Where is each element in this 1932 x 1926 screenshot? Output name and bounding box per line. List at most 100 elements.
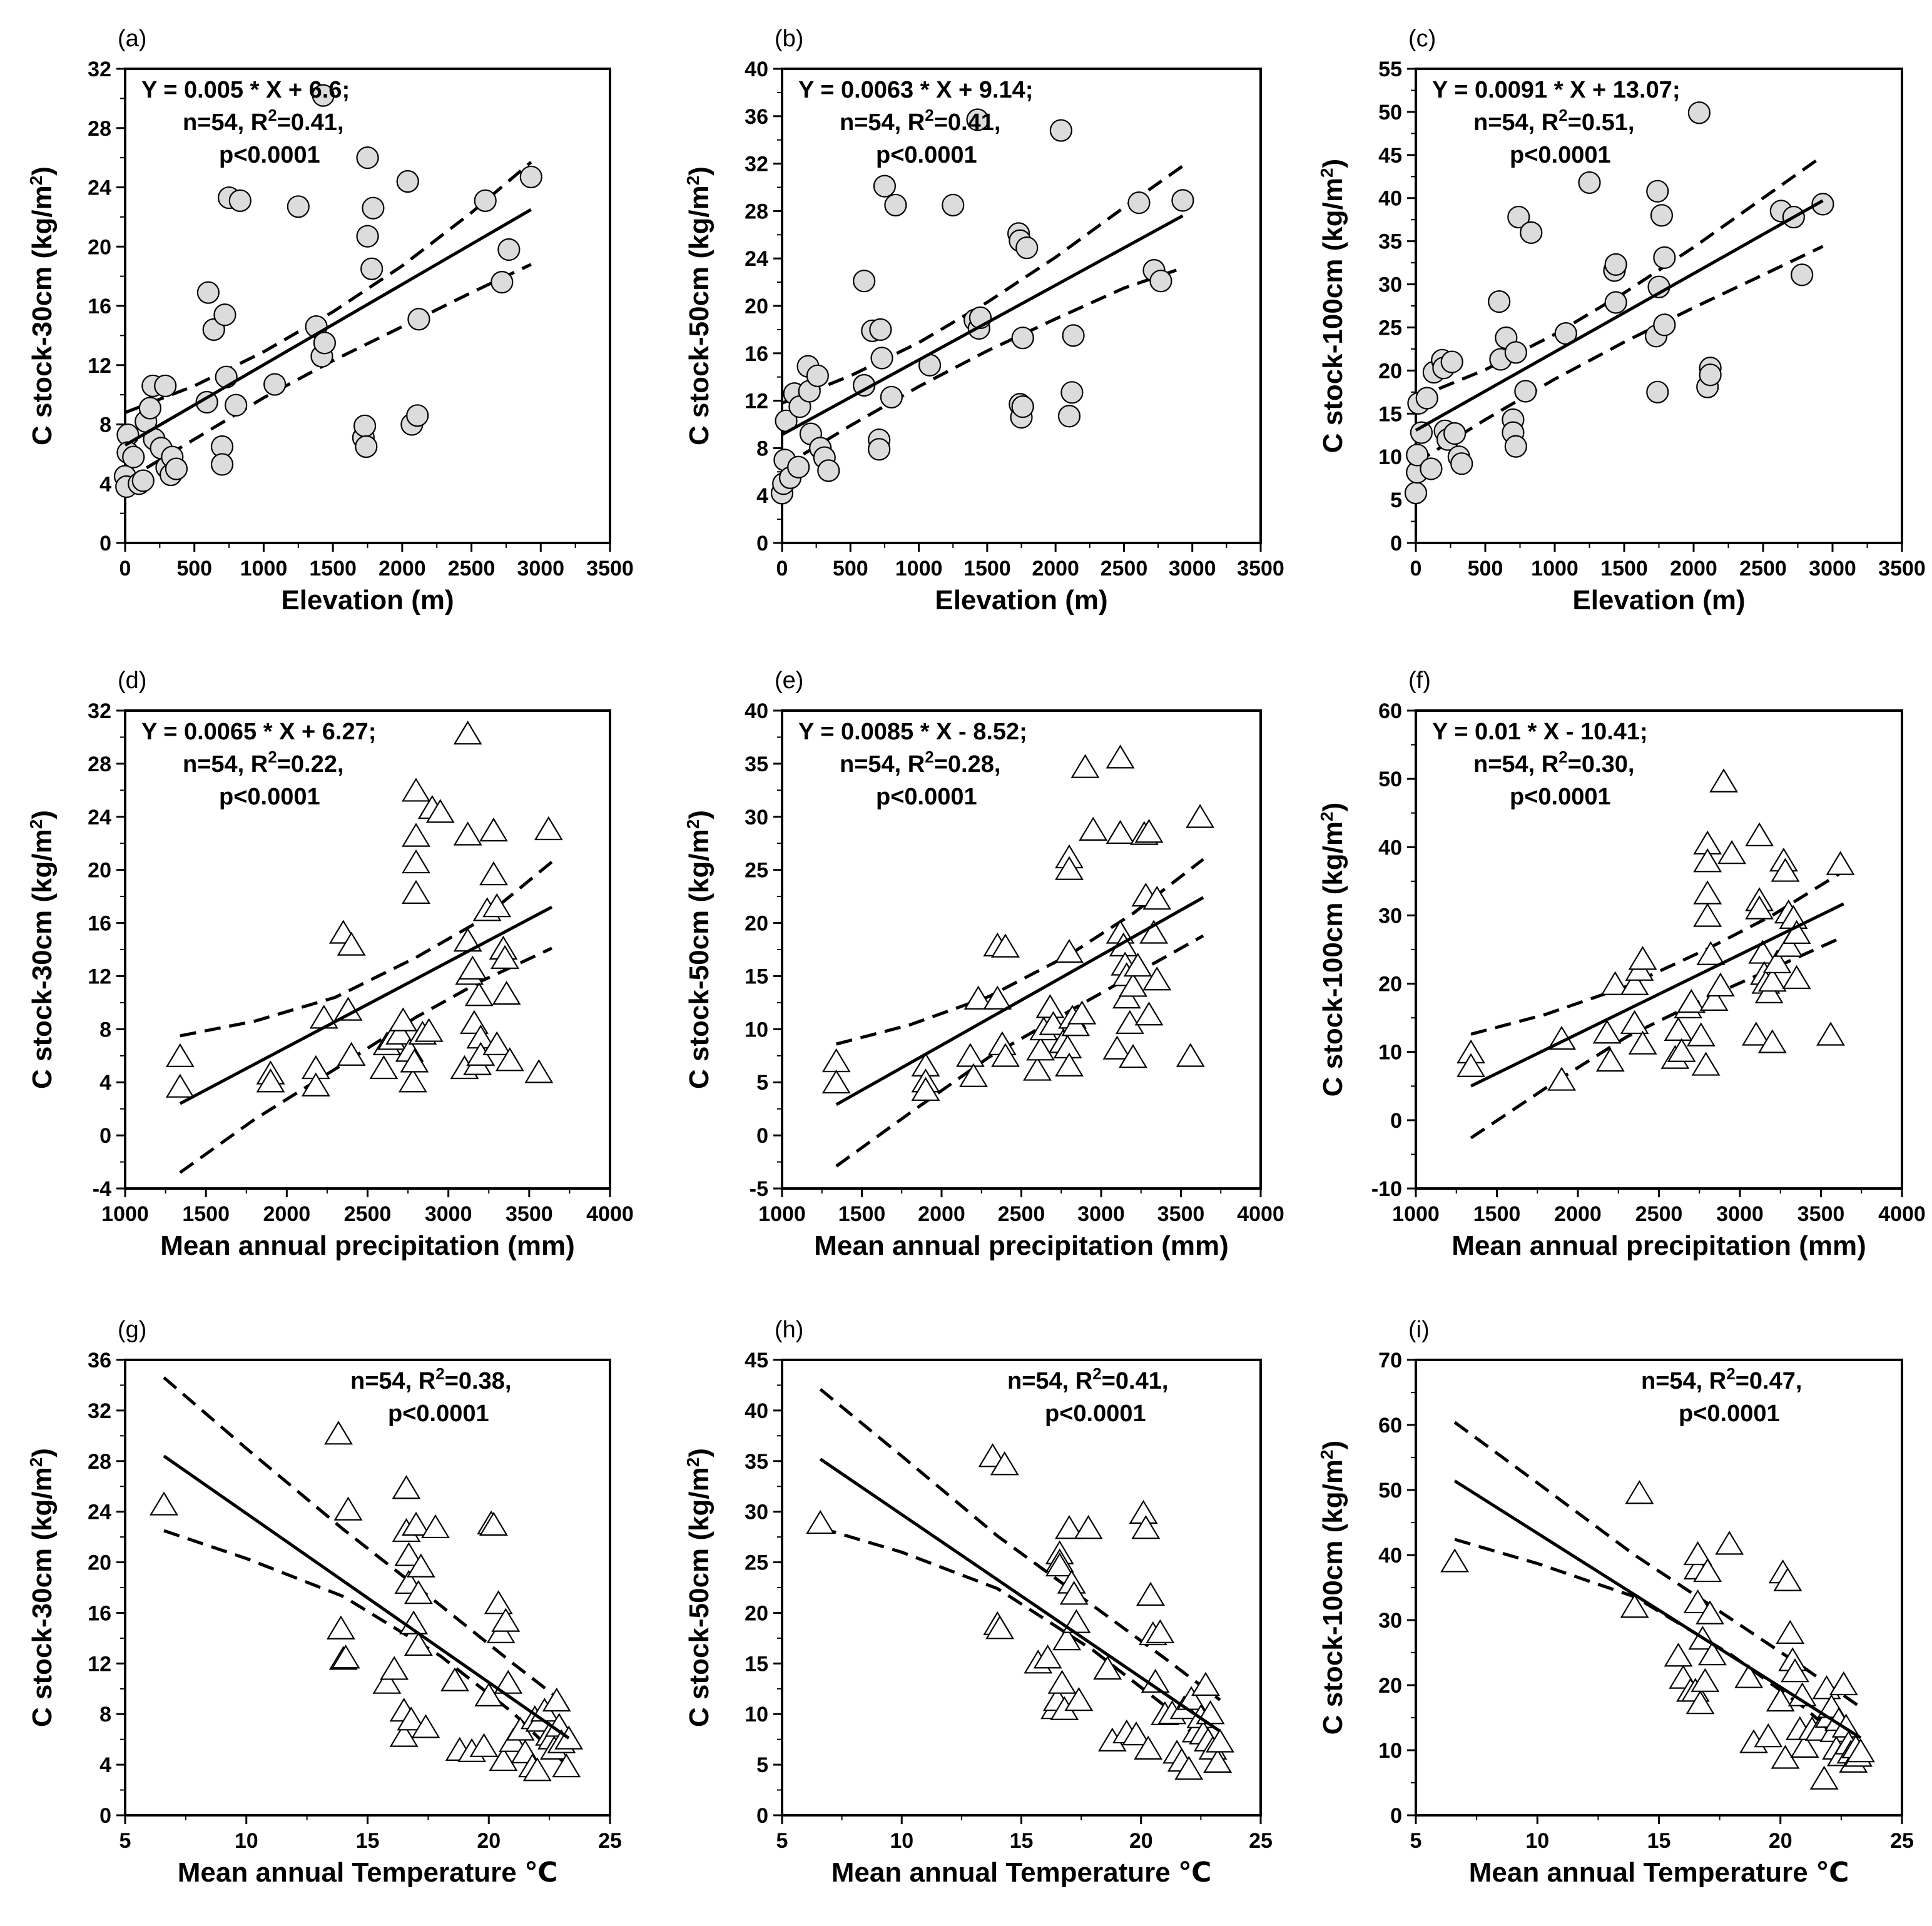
ci-lower-line xyxy=(1470,935,1844,1140)
data-point xyxy=(1055,856,1084,880)
data-point xyxy=(1826,851,1855,875)
panel-g: 5 10 15 20 25 0 4 8 12 16 20 24 28 32 36 Mean annual Te… xyxy=(26,1317,622,1888)
x-tick-label: 0 xyxy=(119,557,131,580)
data-point xyxy=(414,1018,444,1042)
y-tick-label: 5 xyxy=(1390,489,1402,512)
data-point xyxy=(868,438,891,461)
panel-f: 1000 1500 2000 2500 3000 3500 4000 -10 0 10 20 30 40… xyxy=(1317,667,1926,1261)
y-tick-label: 10 xyxy=(1378,1739,1402,1763)
regression-line xyxy=(1470,902,1844,1088)
data-point xyxy=(1026,1036,1055,1061)
y-tick-label: 0 xyxy=(99,1124,111,1148)
panel-d: 1000 1500 2000 2500 3000 3500 4000 -4 0 4 8 12 16 20 2… xyxy=(26,667,634,1261)
data-point xyxy=(552,1753,581,1778)
data-point xyxy=(1757,1029,1787,1053)
data-point xyxy=(966,108,989,131)
data-point xyxy=(1119,1044,1147,1068)
data-point xyxy=(453,721,482,745)
data-point xyxy=(1059,1581,1089,1605)
y-tick-label: 15 xyxy=(745,1652,768,1676)
x-tick-label: 5 xyxy=(776,1829,788,1853)
data-point xyxy=(210,453,234,476)
x-tick-label: 15 xyxy=(356,1829,380,1853)
data-point xyxy=(1699,986,1729,1011)
y-tick-label: 60 xyxy=(1378,699,1402,723)
y-tick-label: 0 xyxy=(99,1804,111,1828)
data-point xyxy=(1177,1686,1206,1710)
data-point xyxy=(301,1072,330,1097)
stats-annotation-line: p<0.0001 xyxy=(219,142,320,168)
data-point xyxy=(402,823,430,847)
y-tick-label: 12 xyxy=(88,1652,111,1676)
x-tick-label: 20 xyxy=(1769,1829,1792,1853)
y-tick-label: 28 xyxy=(745,200,768,223)
data-point xyxy=(959,1063,988,1087)
data-point xyxy=(1687,101,1711,124)
data-point xyxy=(356,225,379,248)
data-point xyxy=(1015,236,1039,260)
data-point xyxy=(1045,1552,1074,1577)
data-point xyxy=(165,1073,195,1098)
data-point xyxy=(1625,1480,1654,1504)
x-tick-label: 10 xyxy=(890,1829,913,1853)
x-tick-label: 2500 xyxy=(1635,1202,1683,1226)
plot-frame-d xyxy=(124,709,611,1190)
data-point xyxy=(1771,858,1800,882)
data-point xyxy=(479,817,508,842)
data-point xyxy=(479,1511,508,1536)
data-point xyxy=(1653,246,1676,269)
data-point xyxy=(1709,768,1739,793)
data-point xyxy=(1683,1541,1712,1566)
data-point xyxy=(479,861,508,886)
stats-annotation-line: Y = 0.0065 * X + 6.27; xyxy=(141,719,376,745)
x-tick-label: 2000 xyxy=(918,1202,965,1226)
data-point xyxy=(1039,1011,1068,1035)
x-tick-label: 1000 xyxy=(758,1202,806,1226)
y-tick-label: 0 xyxy=(1390,1109,1402,1133)
data-point xyxy=(1776,1619,1805,1644)
y-tick-label: 4 xyxy=(99,1071,111,1095)
data-point xyxy=(1816,1021,1845,1046)
data-point xyxy=(1734,1664,1764,1688)
x-axis-title: Mean annual precipitation (mm) xyxy=(160,1230,575,1261)
x-tick-label: 1500 xyxy=(309,557,357,580)
y-tick-label: -10 xyxy=(1371,1177,1402,1201)
y-tick-label: 20 xyxy=(88,235,111,259)
data-point xyxy=(489,1746,518,1771)
data-point xyxy=(1604,253,1627,276)
data-point xyxy=(1404,481,1428,505)
y-tick-label: 50 xyxy=(1378,768,1402,791)
data-point xyxy=(1067,1000,1097,1025)
data-point xyxy=(1149,270,1172,293)
data-point xyxy=(404,1579,433,1604)
data-point xyxy=(1011,327,1034,350)
y-tick-label: 5 xyxy=(756,1753,768,1777)
ci-lower-line xyxy=(1454,1538,1862,1759)
data-point xyxy=(991,933,1020,958)
x-tick-label: 1500 xyxy=(963,557,1011,580)
ci-upper-line xyxy=(1415,155,1824,400)
x-axis-title: Mean annual Temperature ℃ xyxy=(831,1857,1212,1888)
data-point xyxy=(1829,1671,1858,1696)
data-point xyxy=(356,146,379,170)
x-tick-label: 4000 xyxy=(1878,1202,1926,1226)
data-point xyxy=(385,1020,415,1045)
data-point xyxy=(1457,1053,1486,1077)
y-axis-title: C stock-30cm (kg/m2) xyxy=(26,810,58,1089)
data-point xyxy=(1131,1515,1161,1539)
data-point xyxy=(911,1077,940,1101)
data-point xyxy=(963,985,993,1010)
data-point xyxy=(1715,1531,1744,1555)
x-tick-label: 3000 xyxy=(1169,557,1216,580)
x-tick-label: 10 xyxy=(1525,1829,1549,1853)
x-tick-label: 15 xyxy=(1647,1829,1671,1853)
stats-annotation-line: n=54, R2=0.22, xyxy=(183,748,343,778)
x-tick-label: 2500 xyxy=(344,1202,392,1226)
data-point xyxy=(1174,1756,1204,1780)
x-tick-label: 20 xyxy=(1129,1829,1153,1853)
data-point xyxy=(469,1733,499,1757)
data-point xyxy=(1047,1670,1077,1694)
x-tick-label: 1000 xyxy=(240,557,288,580)
y-tick-label: 40 xyxy=(745,1399,768,1423)
data-point xyxy=(1011,395,1034,418)
